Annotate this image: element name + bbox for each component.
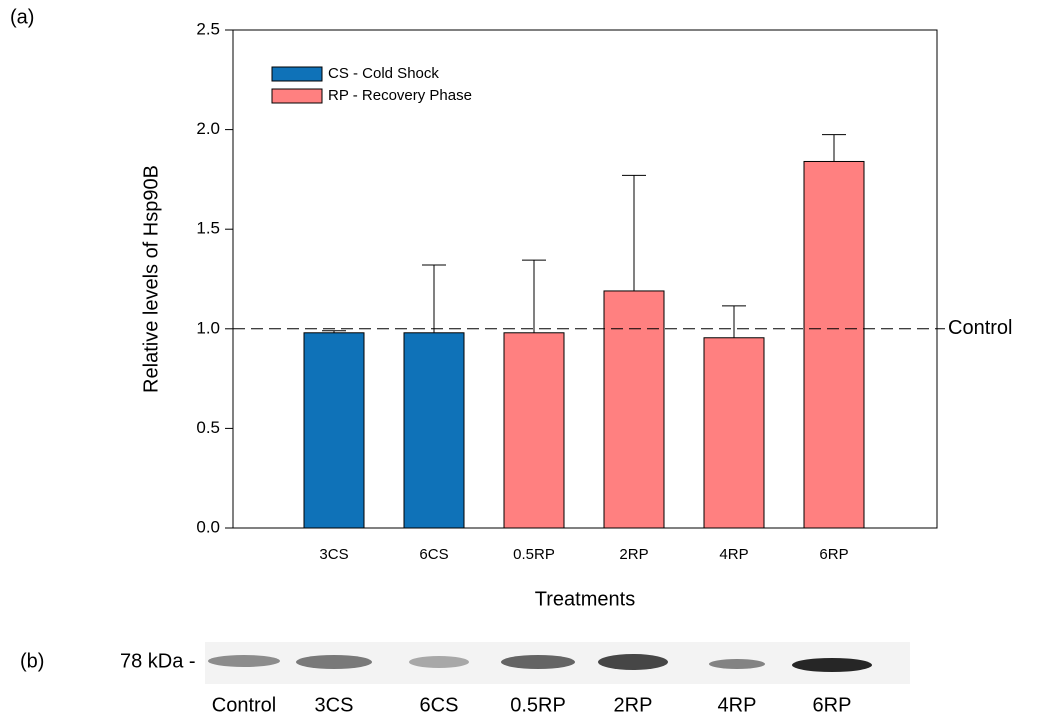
x-tick-label: 3CS — [319, 546, 348, 563]
lane-label: 2RP — [614, 694, 653, 716]
bar — [804, 161, 864, 528]
legend-label: CS - Cold Shock — [328, 65, 439, 82]
y-tick-label: 0.0 — [196, 517, 220, 536]
blot-band — [501, 655, 575, 669]
lane-label: 6RP — [813, 694, 852, 716]
y-tick-label: 0.5 — [196, 418, 220, 437]
x-axis-label: Treatments — [535, 588, 635, 610]
lane-label: 6CS — [420, 694, 459, 716]
x-tick-label: 0.5RP — [513, 546, 555, 563]
y-tick-label: 2.0 — [196, 119, 220, 138]
panel-label: (a) — [10, 6, 34, 28]
y-tick-label: 1.5 — [196, 219, 220, 238]
x-tick-label: 4RP — [719, 546, 748, 563]
lane-label: 0.5RP — [510, 694, 566, 716]
blot-band — [296, 655, 372, 669]
blot-band — [409, 656, 469, 668]
y-tick-label: 2.5 — [196, 19, 220, 38]
legend-swatch — [272, 89, 322, 103]
x-tick-label: 2RP — [619, 546, 648, 563]
x-tick-label: 6RP — [819, 546, 848, 563]
blot-band — [598, 654, 668, 670]
y-axis-label: Relative levels of Hsp90B — [140, 165, 162, 393]
lane-label: 4RP — [718, 694, 757, 716]
legend-label: RP - Recovery Phase — [328, 87, 472, 104]
western-blot — [205, 642, 910, 684]
bar — [404, 333, 464, 528]
panel-label: (b) — [20, 650, 44, 672]
figure: (a) Treatments Relative levels of Hsp90B… — [0, 0, 1040, 723]
blot-band — [792, 658, 872, 672]
bar — [504, 333, 564, 528]
blot-marker: 78 kDa - — [120, 650, 196, 672]
blot-band — [208, 655, 280, 667]
lane-label: Control — [212, 694, 276, 716]
x-tick-label: 6CS — [419, 546, 448, 563]
legend-swatch — [272, 67, 322, 81]
blot-band — [709, 659, 765, 669]
y-tick-label: 1.0 — [196, 318, 220, 337]
reference-label: Control — [948, 317, 1012, 339]
bar — [604, 291, 664, 528]
bar — [704, 338, 764, 528]
lane-label: 3CS — [315, 694, 354, 716]
bar — [304, 333, 364, 528]
